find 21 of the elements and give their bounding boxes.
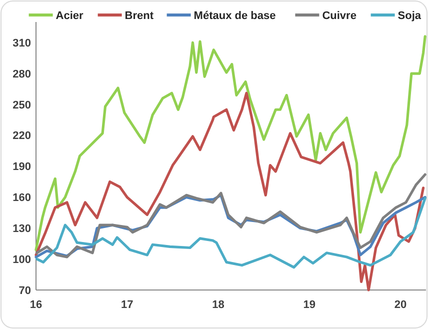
y-tick-label: 100 (12, 254, 31, 266)
legend-label: Soja (398, 10, 422, 22)
y-tick-label: 310 (12, 37, 31, 50)
legend-label: Brent (124, 10, 154, 22)
x-tick-label: 18 (212, 299, 224, 311)
legend-label: Acier (56, 10, 84, 22)
x-tick-label: 20 (394, 299, 407, 311)
x-tick-label: 16 (30, 299, 42, 311)
line-series (34, 35, 426, 252)
legend-label: Cuivre (322, 10, 356, 22)
x-tick-label: 17 (120, 299, 134, 311)
legend-label: Métaux de base (194, 10, 276, 22)
y-tick-label: 280 (12, 68, 31, 80)
y-tick-label: 160 (12, 192, 31, 204)
y-tick-label: 220 (12, 130, 31, 142)
line-series (36, 196, 426, 269)
y-tick-label: 130 (12, 223, 31, 236)
y-tick-label: 190 (12, 161, 31, 174)
y-tick-label: 250 (12, 99, 31, 112)
y-tick-label: 70 (18, 284, 31, 297)
x-tick-label: 19 (303, 299, 316, 311)
